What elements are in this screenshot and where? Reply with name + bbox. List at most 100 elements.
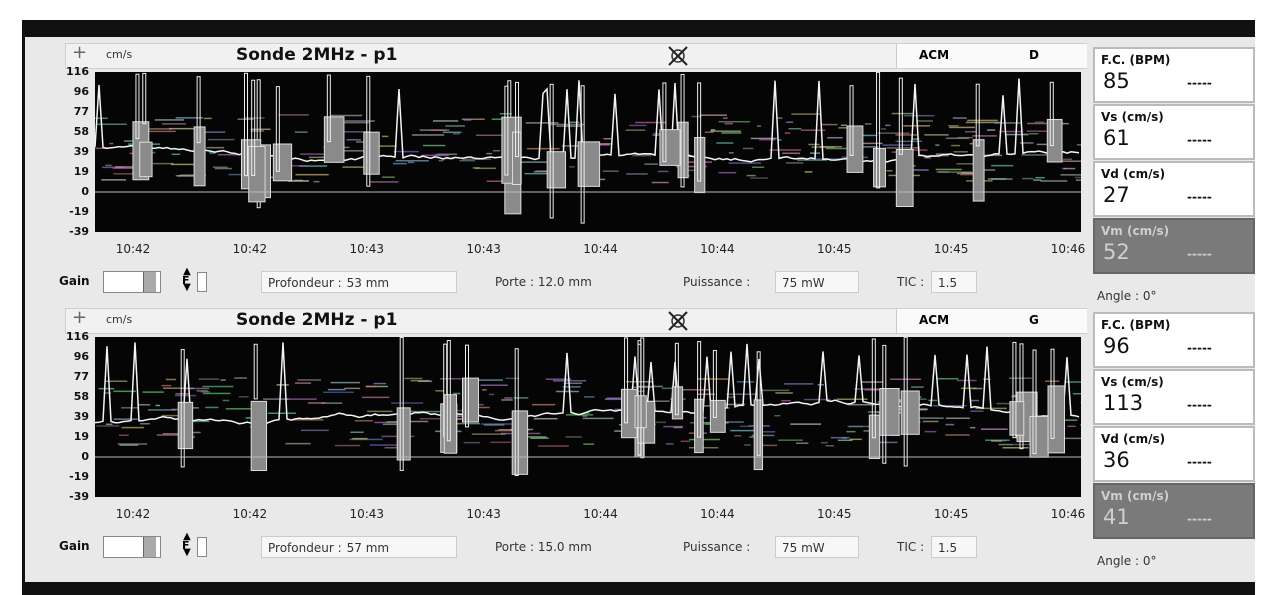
- spectral-noise: [774, 415, 780, 417]
- spectral-noise: [729, 152, 734, 154]
- x-axis-label: 10:43: [459, 242, 509, 256]
- spectral-noise: [808, 144, 819, 146]
- unit-label: cm/s: [106, 313, 132, 326]
- spectral-noise: [205, 407, 218, 409]
- spectral-noise: [740, 426, 753, 428]
- spectral-noise: [161, 385, 171, 387]
- spectral-noise: [700, 114, 727, 116]
- spectral-noise: [692, 116, 702, 118]
- artifact: [672, 387, 682, 419]
- spectral-noise: [744, 444, 750, 446]
- artifact: [397, 408, 410, 460]
- spectral-noise: [723, 117, 728, 119]
- spectral-noise: [831, 437, 850, 439]
- spectral-noise: [285, 443, 310, 445]
- spectrogram: [95, 72, 1081, 232]
- spectral-noise: [775, 392, 792, 394]
- spectral-noise: [1027, 130, 1048, 132]
- artifact: [251, 401, 266, 470]
- spectral-noise: [295, 174, 328, 176]
- spectral-noise: [923, 421, 939, 423]
- tic-label: TIC :: [897, 540, 924, 554]
- artifact: [896, 149, 913, 206]
- spectral-noise: [514, 397, 529, 399]
- artifact: [178, 402, 192, 448]
- power-value: 75 mW: [775, 536, 859, 558]
- spectral-noise: [1063, 159, 1072, 161]
- spectral-noise: [412, 134, 444, 136]
- artifact: [869, 415, 879, 458]
- x-axis-label: 10:44: [692, 242, 742, 256]
- x-axis-label: 10:42: [225, 242, 275, 256]
- spectral-noise: [928, 400, 937, 402]
- spectral-noise: [935, 144, 939, 146]
- spectral-noise: [786, 122, 793, 124]
- spectral-noise: [404, 378, 422, 380]
- spectral-noise: [345, 120, 375, 122]
- spectral-noise: [532, 404, 555, 406]
- stat-label: Vs (cm/s): [1101, 110, 1164, 124]
- spectral-noise: [821, 124, 837, 126]
- spectral-noise: [435, 390, 444, 392]
- spectral-noise: [119, 434, 129, 436]
- stat-value: 85: [1103, 69, 1130, 93]
- spectral-noise: [626, 173, 647, 175]
- spectral-noise: [1022, 178, 1033, 180]
- spectral-noise: [886, 147, 919, 149]
- spectral-noise: [382, 136, 388, 138]
- spectral-noise: [300, 153, 325, 155]
- y-axis-label: 0: [59, 450, 89, 463]
- spectral-noise: [972, 131, 976, 133]
- stat-placeholder: -----: [1187, 512, 1212, 526]
- spectral-noise: [439, 160, 444, 162]
- spectral-noise: [517, 161, 549, 163]
- spectral-noise: [99, 388, 115, 390]
- spectral-noise: [202, 386, 233, 388]
- crosshair: +: [72, 42, 87, 63]
- x-axis-label: 10:45: [926, 242, 976, 256]
- y-axis-label: -19: [59, 205, 89, 218]
- spectral-noise: [666, 443, 674, 445]
- y-axis-label: 39: [59, 410, 89, 423]
- spectral-noise: [155, 119, 184, 121]
- spectral-noise: [148, 409, 175, 411]
- spectral-noise: [681, 441, 690, 443]
- spectral-noise: [1035, 121, 1044, 123]
- spectral-noise: [366, 386, 377, 388]
- spectral-noise: [175, 393, 188, 395]
- spectral-noise: [757, 125, 761, 127]
- y-axis-label: 19: [59, 165, 89, 178]
- stat-cell: Vs (cm/s)113-----: [1093, 369, 1255, 425]
- spectral-noise: [308, 402, 325, 404]
- spectral-noise: [564, 383, 583, 385]
- spectral-noise: [957, 137, 973, 139]
- stat-label: F.C. (BPM): [1101, 53, 1170, 67]
- spectral-noise: [239, 396, 249, 398]
- spectral-noise: [218, 154, 237, 156]
- y-axis-label: 96: [59, 85, 89, 98]
- stat-placeholder: -----: [1187, 133, 1212, 147]
- gate-label: Porte : 15.0 mm: [495, 540, 592, 554]
- spectral-noise: [314, 181, 320, 183]
- spectral-noise: [486, 153, 492, 155]
- power-label: Puissance :: [683, 275, 750, 289]
- artifact: [364, 132, 379, 174]
- spectral-noise: [411, 380, 430, 382]
- y-axis-label: 77: [59, 105, 89, 118]
- spectral-noise: [1075, 177, 1081, 179]
- artifact: [1010, 402, 1024, 436]
- spectral-noise: [431, 129, 450, 131]
- spectral-noise: [565, 436, 581, 438]
- spectral-noise: [328, 389, 346, 391]
- spectral-noise: [1060, 174, 1081, 176]
- spectral-noise: [203, 393, 230, 395]
- spectral-noise: [462, 119, 485, 121]
- spectral-noise: [443, 132, 462, 134]
- spectral-noise: [370, 181, 398, 183]
- spectral-noise: [199, 378, 220, 380]
- spectral-noise: [330, 115, 362, 117]
- spectral-noise: [750, 177, 768, 179]
- spectral-noise: [886, 170, 892, 172]
- spectral-noise: [711, 129, 715, 131]
